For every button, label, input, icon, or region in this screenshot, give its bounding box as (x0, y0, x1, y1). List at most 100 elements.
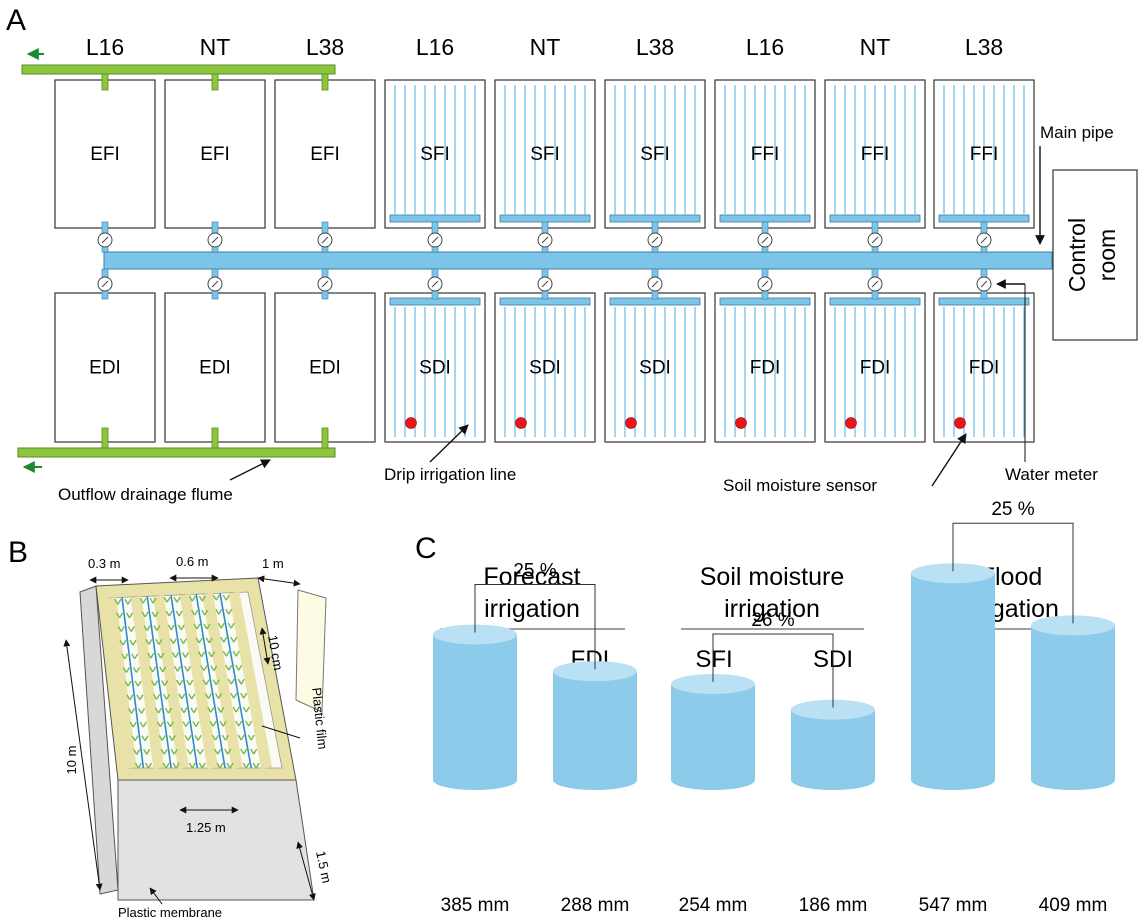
plot-border (274, 292, 376, 443)
plant-icon (186, 748, 194, 755)
plant-icon (131, 735, 139, 742)
plant-icon (247, 734, 255, 741)
dim-0-3m: 0.3 m (88, 556, 121, 571)
soil-moisture-sensor (845, 417, 857, 429)
plant-icon (131, 653, 139, 660)
plant-icon (124, 598, 132, 605)
water-amount-label: 547 mm (919, 895, 988, 916)
water-cylinder (433, 624, 517, 790)
plant-icon (153, 625, 161, 632)
plant-icon (194, 735, 202, 741)
plant-icon (115, 612, 124, 619)
plant-icon (180, 707, 188, 714)
water-meter-icon (207, 276, 223, 292)
column-header: NT (530, 34, 561, 60)
plant-icon (182, 721, 190, 727)
plant-icon (121, 653, 129, 660)
membrane-leader (149, 887, 163, 905)
drainage-label: Outflow drainage flume (58, 485, 233, 504)
header-pipe (829, 214, 921, 223)
column-header: L38 (306, 34, 344, 60)
plant-icon (133, 748, 141, 755)
plant-icon (155, 639, 163, 645)
flume-connector (321, 427, 329, 449)
plant-icon (117, 626, 125, 632)
plant-icon (186, 679, 194, 686)
drip-line-label: Drip irrigation line (384, 465, 516, 484)
header-pipe (719, 214, 811, 223)
plant-icon (170, 748, 178, 755)
plant-icon (129, 721, 137, 728)
upper-plot: SFI (604, 79, 706, 229)
plot-label: EDI (89, 358, 121, 379)
soil-moisture-sensor (405, 417, 417, 429)
plot-label: SFI (420, 144, 450, 165)
plant-icon (183, 665, 192, 672)
plastic-membrane-label: Plastic membrane (118, 905, 222, 920)
plant-icon (137, 708, 146, 714)
plant-icon (209, 720, 217, 727)
plant-icon (197, 651, 206, 658)
soil-sensor-label: Soil moisture sensor (723, 476, 877, 495)
plant-icon (237, 734, 245, 741)
plant-icon (124, 680, 132, 687)
lower-plot: EDI (54, 292, 156, 443)
water-amount-label: 186 mm (799, 895, 868, 916)
plant-icon (225, 664, 233, 671)
plant-icon (198, 595, 206, 602)
plant-icon (216, 762, 224, 769)
plant-icon (175, 610, 183, 617)
group-title: Forecast (483, 563, 580, 591)
plant-icon (245, 720, 253, 727)
plot-label: EDI (199, 358, 231, 379)
water-meter-icon (427, 232, 443, 248)
plant-icon (219, 720, 227, 727)
plant-icon (127, 626, 135, 632)
plant-icon (139, 597, 147, 604)
plot-label: EFI (90, 144, 120, 165)
plant-icon (134, 680, 142, 687)
saving-percent: 25 % (991, 499, 1034, 520)
drip-line (121, 597, 145, 769)
plant-icon (145, 639, 153, 645)
water-meter-icon (97, 232, 113, 248)
water-cylinder (1031, 615, 1115, 790)
header-pipe (609, 214, 701, 223)
water-amount-label: 254 mm (679, 895, 748, 916)
plant-icon (191, 609, 199, 616)
plant-icon (172, 762, 180, 769)
cylinder-top (671, 673, 755, 694)
plot-label: EFI (310, 144, 340, 165)
drip-line (195, 594, 226, 769)
plant-icon (122, 667, 131, 673)
plant-icon (127, 708, 136, 714)
plant-icon (126, 694, 134, 701)
water-meter-icon (537, 276, 553, 292)
cylinder-top (553, 661, 637, 682)
treatment-label: SFI (695, 646, 732, 673)
plant-icon (136, 694, 144, 701)
water-meter-icon (867, 276, 883, 292)
control-room-label: Control (1064, 218, 1090, 292)
cylinder-body (791, 709, 875, 790)
plot-label: FFI (751, 144, 780, 165)
soil-ridge (130, 596, 165, 769)
soil-ridge (179, 593, 219, 769)
plot-label: SDI (419, 358, 451, 379)
group-title: irrigation (724, 595, 820, 623)
plot-border (164, 292, 266, 443)
plot-label: SDI (529, 358, 561, 379)
plant-icon (166, 721, 174, 728)
soil-ridge (105, 597, 137, 769)
plot-border (274, 79, 376, 229)
plant-icon (144, 762, 153, 769)
lower-plot: EDI (274, 292, 376, 443)
film-leader (261, 725, 301, 739)
dim-1m: 1 m (262, 556, 284, 571)
plant-icon (193, 623, 201, 630)
plant-icon (198, 762, 206, 769)
plant-icon (226, 762, 234, 769)
plant-icon (132, 667, 141, 673)
plant-icon (222, 650, 230, 657)
